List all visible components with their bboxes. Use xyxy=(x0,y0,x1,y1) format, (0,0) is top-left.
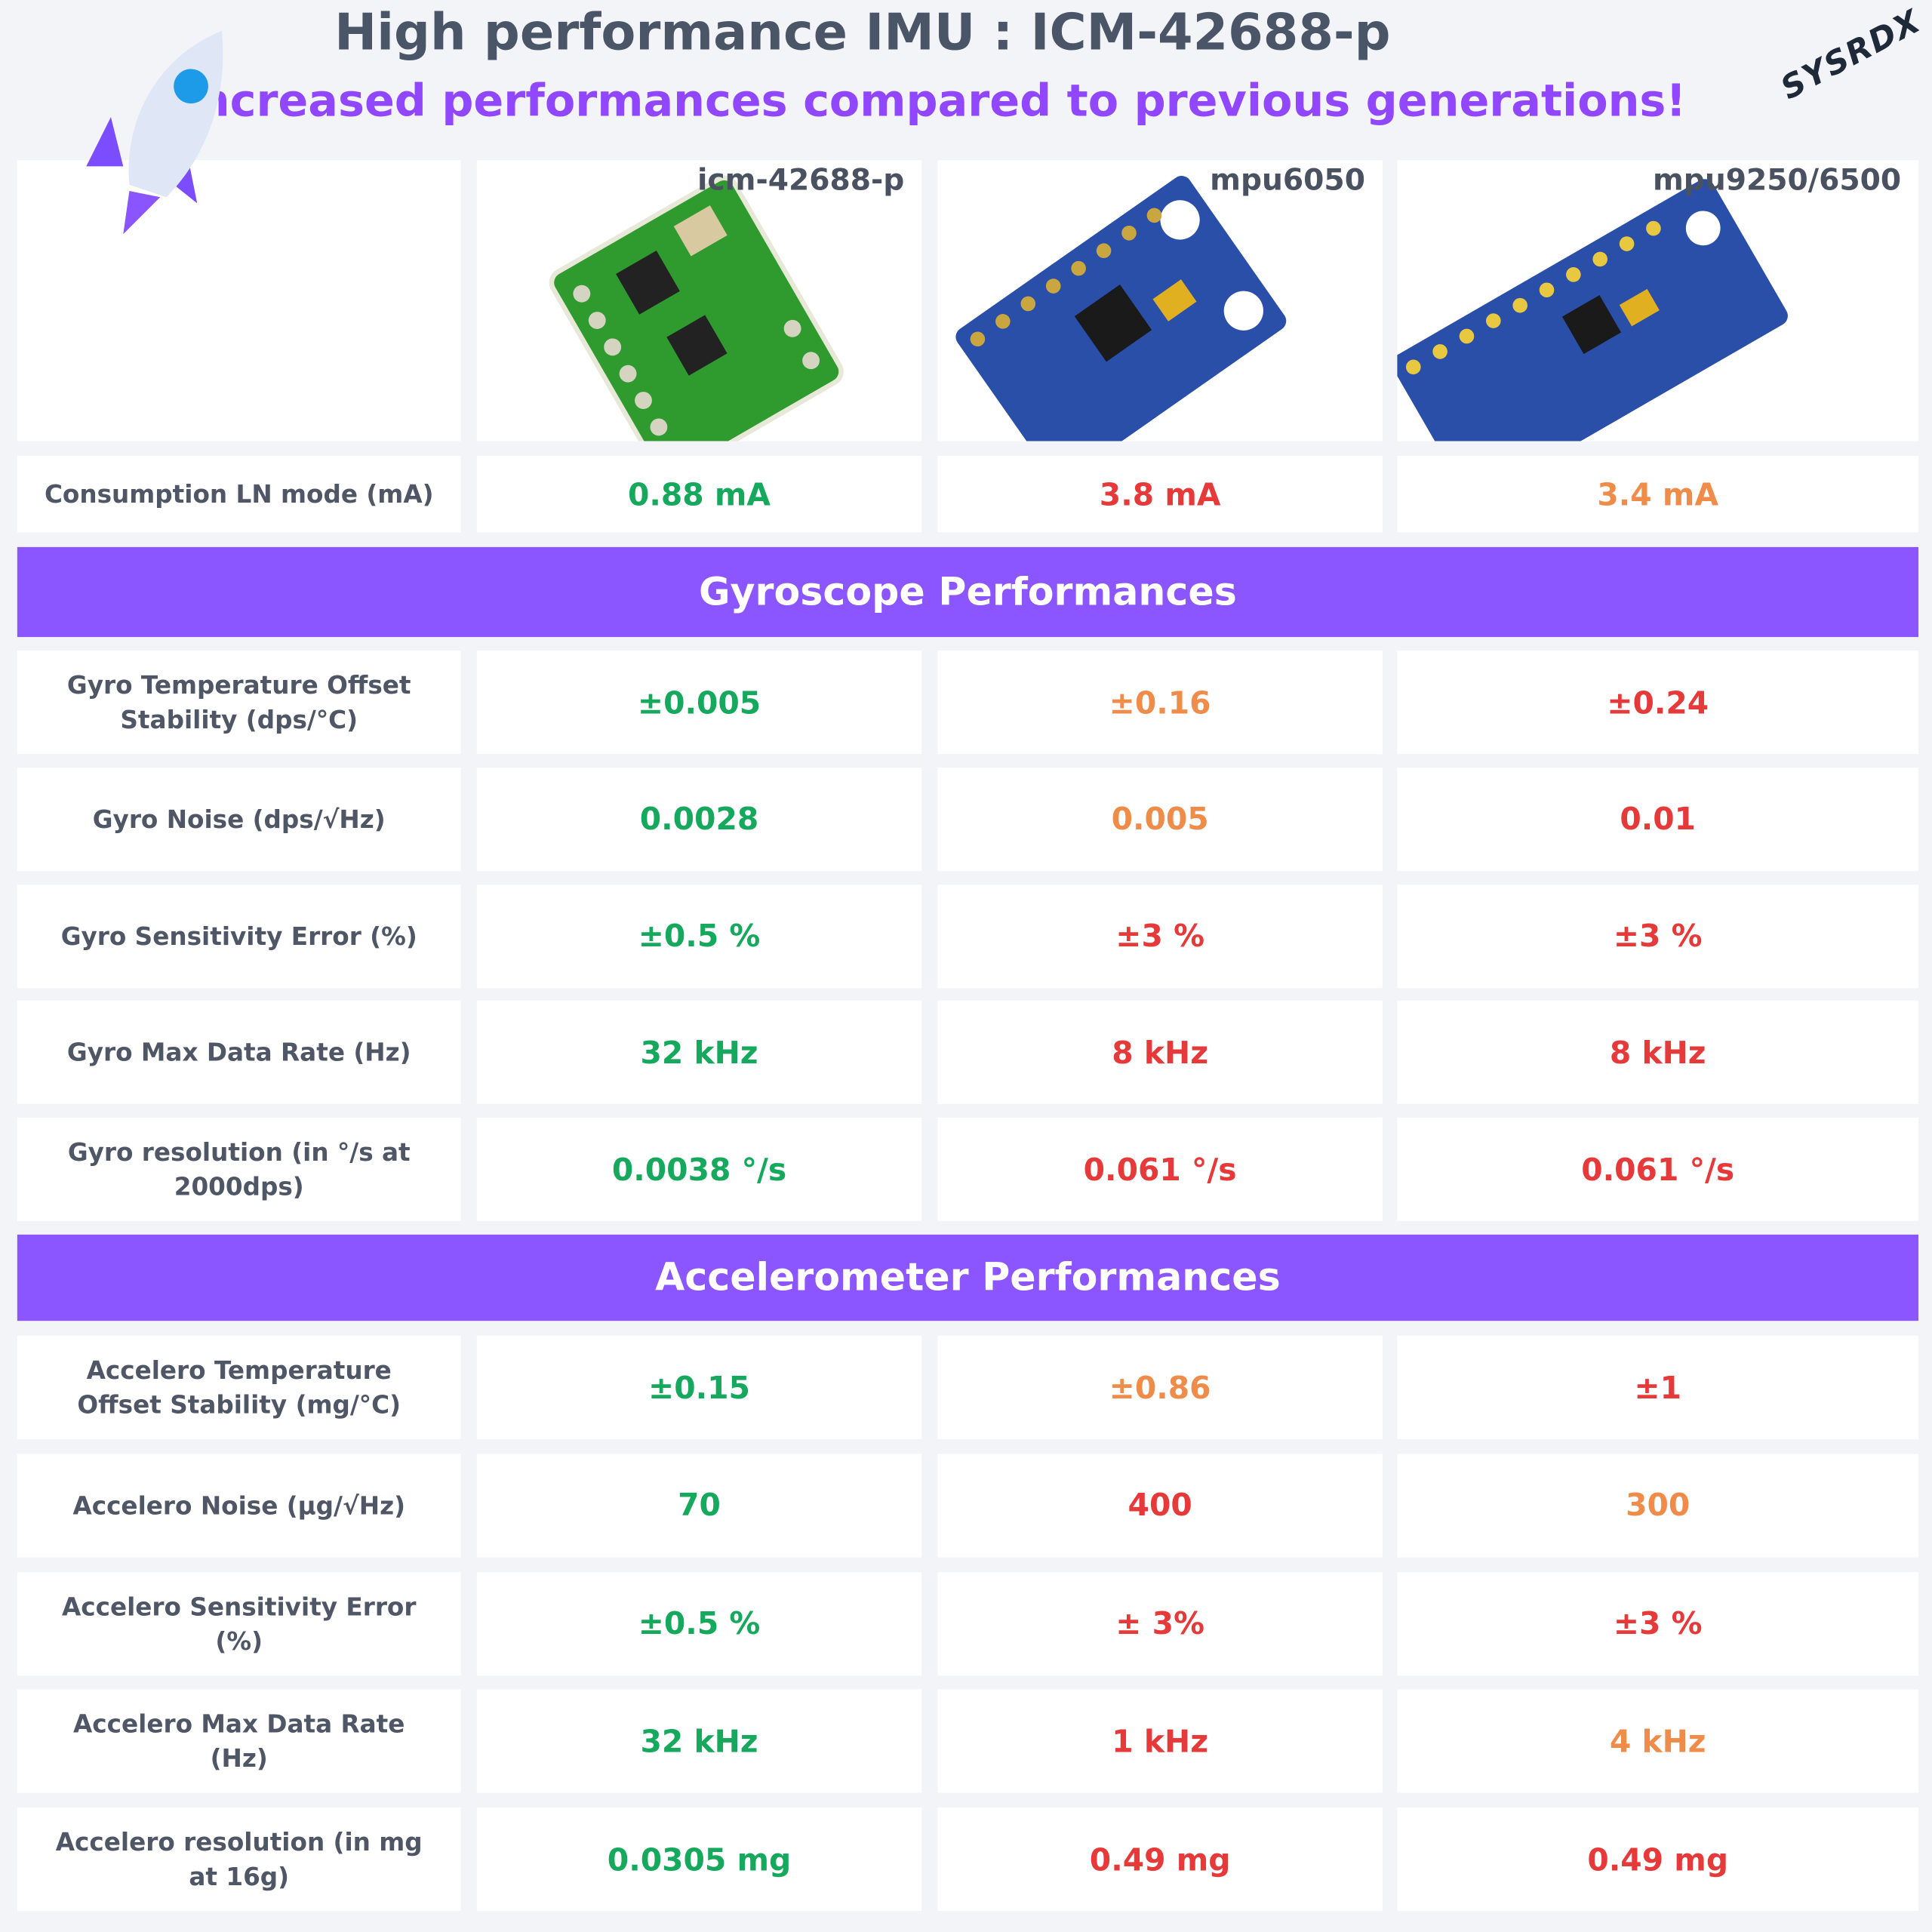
value-cell: ±0.005 xyxy=(476,651,922,755)
section-banner: Accelerometer Performances xyxy=(17,1234,1919,1321)
row-label-cell: Accelero Sensitivity Error (%) xyxy=(17,1571,461,1675)
value-cell: ±3 % xyxy=(1397,884,1919,988)
value-cell: 32 kHz xyxy=(476,1001,922,1105)
board-cell xyxy=(937,160,1383,441)
rocket-icon xyxy=(86,30,223,235)
row-label-cell: Gyro resolution (in °/s at 2000dps) xyxy=(17,1118,461,1222)
value-cell: ±0.86 xyxy=(937,1335,1383,1439)
value-cell: ±0.24 xyxy=(1397,651,1919,755)
row-label-cell: Gyro Temperature Offset Stability (dps/°… xyxy=(17,651,461,755)
value-cell: 0.005 xyxy=(937,767,1383,871)
value-cell: 70 xyxy=(476,1454,922,1558)
board-image xyxy=(1397,179,1788,441)
title: High performance IMU : ICM-42688-p xyxy=(334,2,1391,62)
row-label-cell: Accelero resolution (in mg at 16g) xyxy=(17,1807,461,1912)
row-label-cell: Gyro Sensitivity Error (%) xyxy=(17,884,461,988)
value-cell: ±0.5 % xyxy=(476,1571,922,1675)
value-cell: 0.061 °/s xyxy=(937,1118,1383,1222)
row-label-cell: Accelero Max Data Rate (Hz) xyxy=(17,1690,461,1794)
board-image xyxy=(955,175,1287,441)
column-header: icm-42688-p xyxy=(697,162,905,198)
value-cell: 8 kHz xyxy=(937,1001,1383,1105)
value-cell: ±3 % xyxy=(937,884,1383,988)
value-cell: 0.49 mg xyxy=(1397,1807,1919,1912)
board-cell xyxy=(476,160,922,441)
value-cell: 3.8 mA xyxy=(937,456,1383,533)
row-label-cell: Consumption LN mode (mA) xyxy=(17,456,461,533)
row-label-cell: Gyro Max Data Rate (Hz) xyxy=(17,1001,461,1105)
row-label-cell: Accelero Noise (µg/√Hz) xyxy=(17,1454,461,1558)
value-cell: 0.0038 °/s xyxy=(476,1118,922,1222)
value-cell: ±0.15 xyxy=(476,1335,922,1439)
value-cell: 3.4 mA xyxy=(1397,456,1919,533)
value-cell: 0.061 °/s xyxy=(1397,1118,1919,1222)
row-label-cell: Gyro Noise (dps/√Hz) xyxy=(17,767,461,871)
value-cell: ±0.16 xyxy=(937,651,1383,755)
value-cell: 400 xyxy=(937,1454,1383,1558)
value-cell: ±0.5 % xyxy=(476,884,922,988)
value-cell: 4 kHz xyxy=(1397,1690,1919,1794)
value-cell: 0.0305 mg xyxy=(476,1807,922,1912)
value-cell: ± 3% xyxy=(937,1571,1383,1675)
empty-cell xyxy=(17,160,461,441)
value-cell: 32 kHz xyxy=(476,1690,922,1794)
value-cell: 0.0028 xyxy=(476,767,922,871)
value-cell: ±3 % xyxy=(1397,1571,1919,1675)
value-cell: 1 kHz xyxy=(937,1690,1383,1794)
value-cell: 300 xyxy=(1397,1454,1919,1558)
value-cell: 0.49 mg xyxy=(937,1807,1383,1912)
value-cell: ±1 xyxy=(1397,1335,1919,1439)
value-cell: 0.88 mA xyxy=(476,456,922,533)
section-banner: Gyroscope Performances xyxy=(17,546,1919,638)
column-header: mpu9250/6500 xyxy=(1652,162,1902,198)
board-image xyxy=(549,175,844,441)
board-cell xyxy=(1397,160,1919,441)
column-header: mpu6050 xyxy=(1210,162,1365,198)
value-cell: 0.01 xyxy=(1397,767,1919,871)
row-label-cell: Accelero Temperature Offset Stability (m… xyxy=(17,1335,461,1439)
value-cell: 8 kHz xyxy=(1397,1001,1919,1105)
subtitle: Increased performances compared to previ… xyxy=(181,76,1687,128)
